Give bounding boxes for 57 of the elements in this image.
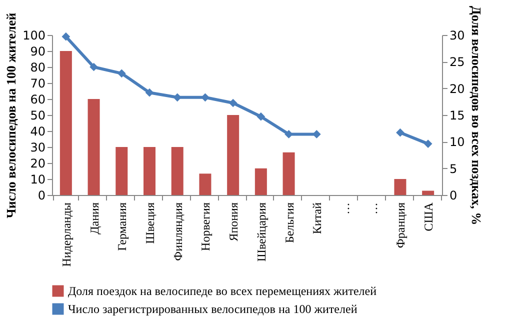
- y-tick-label: 60: [30, 92, 46, 106]
- bar: [282, 152, 295, 195]
- x-tick-label: Дания: [87, 202, 102, 234]
- y2-tick-label: 30: [450, 28, 465, 42]
- x-tick-label: Китай: [310, 202, 324, 234]
- y-tick-label: 50: [30, 108, 46, 122]
- x-tick-label: Бельгия: [282, 202, 296, 244]
- y-tick-label: 20: [30, 156, 46, 170]
- x-tick-label: Нидерланды: [59, 202, 74, 267]
- y-tick-label: 0: [38, 188, 46, 202]
- bar: [144, 147, 156, 195]
- x-tick-label: Япония: [226, 202, 241, 242]
- y2-tick-label: 15: [450, 108, 465, 122]
- bar: [199, 174, 212, 195]
- y-tick-label: 30: [30, 140, 46, 154]
- point: [424, 140, 432, 148]
- x-tick-label: Швейцария: [254, 202, 268, 262]
- y2-tick-label: 20: [450, 82, 465, 96]
- y-tick-label: 80: [30, 60, 46, 74]
- point: [145, 88, 154, 97]
- point: [201, 93, 210, 102]
- x-tick-label: Франция: [394, 202, 408, 248]
- bar: [422, 190, 434, 195]
- y2-tick-label: 5: [450, 162, 458, 176]
- point: [284, 130, 293, 138]
- y2-tick-label: 10: [450, 135, 465, 150]
- bar: [60, 51, 72, 195]
- point: [228, 98, 238, 108]
- y-tick-label: 70: [30, 76, 46, 90]
- y-axis-title: Число велосипедов на 100 жителей: [4, 12, 19, 218]
- y2-axis-title: Доля велосипедов во всех поздках, %: [468, 6, 484, 226]
- point: [396, 128, 404, 137]
- y-tick-label: 10: [30, 172, 46, 186]
- x-tick-label: …: [338, 202, 352, 214]
- x-tick-label: США: [422, 202, 436, 232]
- point: [256, 112, 266, 121]
- bar: [171, 147, 184, 195]
- point: [62, 32, 70, 41]
- y2-tick-label: 0: [450, 188, 458, 202]
- point: [117, 69, 126, 78]
- bar: [116, 147, 128, 195]
- legend-label: Число зарегистрированных велосипедов на 100 жителей: [68, 302, 358, 316]
- y2-tick-label: 25: [450, 55, 465, 70]
- bar: [227, 115, 240, 195]
- y-tick-label: 90: [30, 44, 46, 58]
- x-tick-label: Финляндия: [170, 202, 185, 261]
- y-tick-label: 100: [22, 28, 46, 42]
- bar: [254, 168, 267, 195]
- x-tick-label: …: [366, 202, 380, 214]
- x-tick-label: Германия: [115, 202, 130, 251]
- bar: [88, 99, 100, 195]
- point: [90, 62, 98, 72]
- x-tick-label: Норвегия: [198, 202, 213, 251]
- y-tick-label: 40: [30, 124, 46, 138]
- legend-label: Доля поездок на велосипеде во всех перемещениях жителей: [68, 284, 378, 298]
- x-tick-label: Швеция: [143, 202, 157, 244]
- bar: [394, 179, 406, 195]
